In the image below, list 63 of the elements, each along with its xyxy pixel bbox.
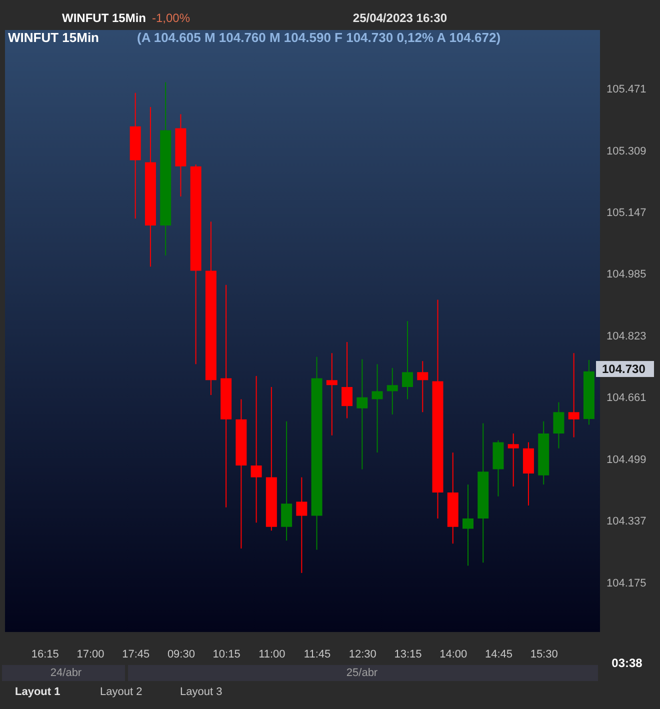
text: 03:38 — [612, 656, 643, 670]
y-tick-label: 104.661 — [606, 392, 646, 404]
text: 104.730 — [602, 362, 646, 376]
x-tick-label: 14:00 — [440, 648, 468, 660]
x-tick-label: 10:15 — [212, 648, 240, 660]
candlestick — [447, 452, 458, 544]
chart-title: WINFUT 15Min — [8, 30, 100, 45]
y-tick-label: 105.147 — [606, 207, 646, 220]
y-tick-label: 105.309 — [606, 145, 646, 158]
text: Layout 1 — [15, 686, 60, 698]
candlestick — [492, 440, 504, 497]
x-tick-label: 17:45 — [122, 648, 150, 660]
x-tick-label: 14:45 — [484, 648, 512, 660]
candlestick — [538, 420, 550, 486]
x-tick-label: 17:00 — [76, 648, 104, 660]
candlestick — [402, 320, 414, 400]
text: 25/04/2023 16:30 — [352, 11, 448, 25]
candlestick — [386, 367, 398, 415]
text: WINFUT 15Min — [62, 11, 146, 25]
x-tick-label: 16:15 — [31, 648, 59, 660]
candlestick — [553, 402, 564, 449]
text: 25/abr — [346, 667, 378, 679]
candlestick — [236, 398, 247, 550]
x-tick-label: 09:30 — [167, 648, 195, 660]
candlestick — [144, 106, 156, 268]
candlestick — [175, 114, 186, 198]
candlestick — [356, 358, 368, 470]
candlestick — [583, 359, 594, 426]
candlestick — [432, 299, 444, 519]
candlestick — [190, 164, 202, 365]
candlestick — [372, 364, 383, 454]
y-tick-label: 104.823 — [606, 330, 646, 342]
x-tick-label: 11:00 — [258, 648, 286, 660]
y-tick-label: 104.499 — [606, 454, 646, 466]
x-tick-label: 13:15 — [394, 648, 422, 660]
candlestick — [220, 284, 232, 508]
candlestick — [326, 352, 338, 436]
x-tick-label: 11:45 — [304, 648, 331, 660]
chart-subtitle: (A 104.605 M 104.760 M 104.590 F 104.730 0,12% A 104.672) — [137, 30, 501, 45]
candlestick — [311, 356, 322, 550]
candlestick — [478, 422, 489, 564]
candlestick — [266, 386, 277, 532]
x-tick-label: 12:30 — [348, 648, 376, 660]
candlestick — [296, 476, 308, 574]
text: Layout 2 — [100, 686, 142, 698]
y-tick-label: 104.175 — [606, 577, 646, 590]
candlestick — [342, 342, 353, 419]
candlestick — [522, 442, 534, 506]
text: Layout 3 — [180, 686, 222, 698]
candlestick — [417, 360, 428, 413]
text: 24/abr — [50, 667, 82, 679]
candlestick — [508, 432, 519, 487]
candlestick — [568, 352, 580, 438]
candlestick — [160, 82, 172, 256]
candlestick — [250, 375, 262, 524]
candlestick — [130, 92, 141, 220]
y-tick-label: 104.985 — [606, 268, 646, 281]
x-tick-label: 15:30 — [530, 648, 558, 660]
candlestick — [281, 420, 292, 542]
text: -1,00% — [152, 11, 190, 25]
candlestick — [205, 221, 216, 396]
y-tick-label: 104.337 — [606, 516, 646, 528]
y-tick-label: 105.471 — [606, 84, 646, 96]
